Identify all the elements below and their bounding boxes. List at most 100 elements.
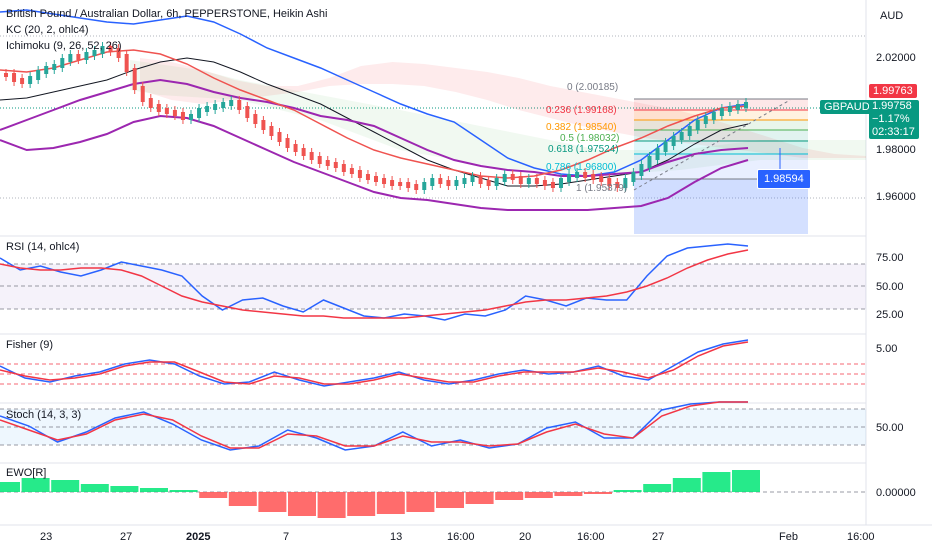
- candle-body: [687, 126, 692, 136]
- candle-body: [140, 86, 145, 102]
- fib-zone: [634, 141, 808, 154]
- candle-body: [60, 58, 65, 68]
- candle-body: [711, 112, 716, 120]
- ichimoku-legend[interactable]: Ichimoku (9, 26, 52, 26): [6, 40, 122, 52]
- candle-body: [164, 108, 169, 114]
- candle-body: [607, 178, 612, 186]
- time-tick-2025: 2025: [186, 531, 211, 543]
- candle-body: [599, 176, 604, 182]
- measure-tag[interactable]: 1.98594: [757, 169, 811, 189]
- kc-lower-band: [0, 78, 749, 177]
- ewo-bar: [643, 484, 672, 492]
- candle-body: [446, 180, 451, 186]
- ewo-bar: [288, 492, 316, 516]
- candle-body: [365, 174, 370, 180]
- candle-body: [28, 76, 33, 84]
- candle-body: [92, 50, 97, 56]
- fisher-line: [0, 339, 749, 387]
- candle-body: [36, 70, 41, 80]
- candle-body: [494, 178, 499, 186]
- candle-body: [398, 182, 403, 186]
- candle-body: [277, 132, 282, 142]
- rsi-line: [0, 243, 749, 321]
- candle-body: [341, 164, 346, 172]
- fib-label-0382: 0.382 (1.98540): [546, 122, 617, 133]
- candle-body: [534, 178, 539, 184]
- candle-body: [703, 116, 708, 124]
- fib-zone: [634, 120, 808, 130]
- candle-body: [510, 174, 515, 180]
- currency-label[interactable]: AUD: [880, 10, 904, 22]
- candle-body: [84, 52, 89, 60]
- last-price: 1.99758: [872, 100, 912, 112]
- candle-body: [502, 174, 507, 182]
- candle-body: [526, 178, 531, 184]
- stoch-legend[interactable]: Stoch (14, 3, 3): [6, 409, 82, 421]
- candle-body: [462, 178, 467, 184]
- candle-body: [727, 106, 732, 112]
- ewo-bar: [110, 486, 139, 492]
- candle-body: [671, 136, 676, 146]
- candle-body: [430, 178, 435, 186]
- stoch-d: [0, 401, 748, 449]
- ewo-bar: [406, 492, 435, 512]
- candle-body: [269, 126, 274, 136]
- candle-body: [76, 54, 81, 60]
- candle-body: [406, 182, 411, 188]
- rsi-legend[interactable]: RSI (14, ohlc4): [6, 241, 80, 253]
- fib-zone: [634, 130, 808, 141]
- price-tick-1: 2.02000: [876, 52, 916, 64]
- rsi-ma-line: [0, 249, 749, 319]
- time-tick-7: 7: [283, 531, 290, 543]
- time-tick-1600a: 16:00: [447, 531, 475, 543]
- rsi-tick-75: 75.00: [876, 252, 904, 264]
- candle-body: [317, 156, 322, 164]
- kc-legend[interactable]: KC (20, 2, ohlc4): [6, 24, 89, 36]
- ewo-bar: [732, 470, 760, 492]
- candle-body: [156, 104, 161, 112]
- price-change: −1.17%: [872, 113, 910, 125]
- rsi-tick-50: 50.00: [876, 281, 904, 293]
- stoch-tick: 50.00: [876, 422, 904, 434]
- candle-body: [655, 148, 660, 160]
- ewo-bar: [347, 492, 376, 516]
- ewo-bar: [21, 478, 50, 492]
- candle-body: [229, 100, 234, 106]
- candle-body: [116, 48, 121, 58]
- candle-body: [301, 148, 306, 156]
- time-tick-13: 13: [390, 531, 403, 543]
- candle-body: [631, 172, 636, 182]
- candle-body: [285, 138, 290, 148]
- ewo-bar: [495, 492, 524, 500]
- fib-trend-line: [633, 99, 791, 191]
- candle-body: [108, 46, 113, 52]
- kc-lower-outer: [0, 114, 749, 211]
- candle-body: [623, 178, 628, 188]
- symbol-tag[interactable]: GBPAUD: [820, 100, 874, 114]
- ewo-bar: [672, 478, 701, 492]
- candle-body: [470, 176, 475, 182]
- candle-body: [100, 46, 105, 54]
- ewo-bar: [258, 492, 287, 512]
- ewo-bar: [465, 492, 494, 504]
- candle-body: [132, 68, 137, 90]
- kc-basis: [0, 57, 749, 187]
- candle-body: [647, 156, 652, 168]
- ichimoku-baseline: [0, 49, 749, 179]
- bar-countdown: 02:33:17: [872, 126, 915, 138]
- last-price-box: 1.99758 −1.17% 02:33:17: [869, 100, 919, 139]
- ewo-bar: [199, 492, 228, 498]
- candle-body: [591, 174, 596, 180]
- candle-body: [422, 182, 427, 190]
- fisher-legend[interactable]: Fisher (9): [6, 339, 54, 351]
- ewo-legend[interactable]: EWO[R]: [6, 467, 47, 479]
- ewo-bar: [376, 492, 405, 514]
- candle-body: [189, 114, 193, 120]
- candle-body: [550, 182, 555, 188]
- candle-body: [213, 104, 218, 110]
- candle-body: [719, 108, 724, 116]
- ewo-bar: [702, 472, 731, 492]
- candle-body: [333, 162, 338, 168]
- fisher-signal: [0, 341, 749, 385]
